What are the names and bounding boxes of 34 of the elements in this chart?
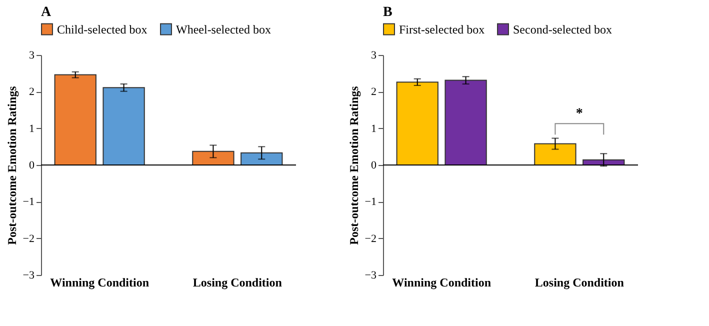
bar [534,143,576,166]
bar [396,82,438,166]
bar [240,152,283,166]
x-tick-label: Losing Condition [192,276,282,290]
chart-title: A [41,5,52,20]
legend-label: Second-selected box [513,22,612,36]
y-tick-label: 0 [29,160,35,172]
y-tick-label: −3 [22,270,35,282]
legend-label: Child-selected box [57,22,148,36]
bar [444,80,487,166]
x-tick-label: Losing Condition [534,276,624,290]
y-tick-label: −3 [364,270,377,282]
y-tick-label: −2 [22,232,34,245]
y-tick-label: 1 [29,122,34,135]
y-axis-title: Post-outcome Emotion Ratings [346,86,361,245]
x-tick-label: Winning Condition [50,276,150,290]
legend-label: First-selected box [399,22,485,36]
bar [192,150,234,166]
chart-title: B [383,5,392,20]
y-tick-label: 2 [371,86,376,98]
x-tick-label: Winning Condition [392,276,492,290]
y-tick-label: 3 [371,50,377,62]
y-tick-label: −1 [364,196,376,208]
annotation: * [576,106,583,122]
bar [54,74,96,166]
y-tick-label: 0 [371,160,377,172]
legend-label: Wheel-selected box [176,22,271,36]
y-tick-label: 2 [29,86,34,98]
y-tick-label: −2 [364,232,376,245]
y-axis-title: Post-outcome Emotion Ratings [4,86,19,245]
y-tick-label: 1 [371,122,376,135]
y-tick-label: 3 [29,50,35,62]
bar [102,87,145,166]
y-tick-label: −1 [22,196,34,208]
